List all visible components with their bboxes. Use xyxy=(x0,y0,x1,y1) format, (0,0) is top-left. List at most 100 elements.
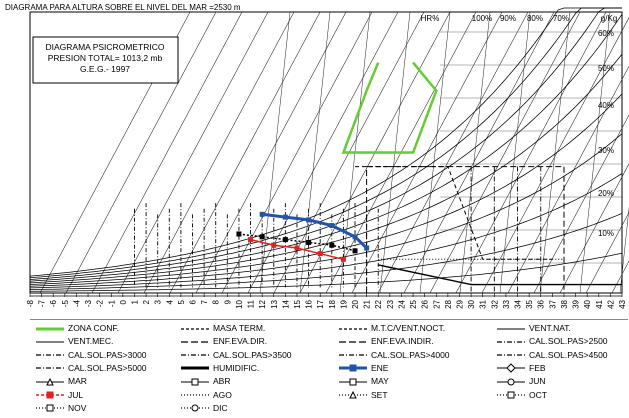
legend-swatch xyxy=(36,404,64,412)
legend-label: ZONA CONF. xyxy=(68,323,120,333)
chart-legend: ZONA CONF. MASA TERM. M.T.C/VENT.NOCT. VENT… xyxy=(30,319,628,417)
top-label: 90% xyxy=(500,14,516,23)
enthalpy-line xyxy=(169,11,321,294)
rh-curve xyxy=(30,252,623,292)
legend-label: VENT.NAT. xyxy=(529,323,571,333)
psychrometric-chart: -8 -7 -6 -5 -4 -3 -2 -1 0 1 2 3 4 5 6 7 8 9 10 11 12 13 14 15 16… xyxy=(26,7,629,309)
x-tick-label: 13 xyxy=(270,299,279,308)
x-tick-label: 3 xyxy=(154,299,163,304)
x-tick-label: 33 xyxy=(502,299,511,308)
x-tick-label: 2 xyxy=(142,299,151,304)
enthalpy-line xyxy=(429,11,581,294)
legend-label: FEB xyxy=(529,362,546,373)
month-line-oct xyxy=(238,233,356,252)
x-tick-label: 26 xyxy=(421,299,430,308)
enthalpy-line xyxy=(221,11,373,294)
legend-label: CAL.SOL.PAS>5000 xyxy=(68,362,147,373)
enthalpy-line xyxy=(611,260,629,294)
x-tick-label: 9 xyxy=(223,299,232,304)
chart-info-box: DIAGRAMA PSICROMETRICO PRESION TOTAL= 10… xyxy=(32,36,179,84)
legend-label: MAR xyxy=(68,376,87,387)
rh-curve xyxy=(29,7,622,277)
legend-swatch xyxy=(339,354,367,356)
x-tick-label: -4 xyxy=(72,299,81,307)
enthalpy-line xyxy=(507,65,629,294)
legend-swatch xyxy=(181,378,209,386)
month-point-oct xyxy=(259,234,265,240)
volume-line xyxy=(459,11,491,294)
rh-curve xyxy=(29,14,623,282)
chart-series xyxy=(134,61,622,293)
x-tick-label: 28 xyxy=(444,299,453,308)
month-point-oct xyxy=(282,237,288,243)
x-tick-label: 40 xyxy=(583,299,592,308)
volume-line xyxy=(539,11,571,294)
x-tick-label: -2 xyxy=(96,299,105,307)
x-axis-ticks: -8 -7 -6 -5 -4 -3 -2 -1 0 1 2 3 4 5 6 7 8 9 10 11 12 13 14 15 16… xyxy=(26,293,627,309)
rh-curve xyxy=(29,7,622,280)
x-tick-label: -5 xyxy=(61,299,70,307)
legend-swatch xyxy=(36,341,64,343)
rh-curves xyxy=(29,7,623,292)
comfort-zone-line xyxy=(341,61,438,154)
month-point-oct xyxy=(236,231,242,237)
legend-swatch xyxy=(339,327,367,330)
x-tick-label: 25 xyxy=(409,299,418,308)
x-tick-label: 41 xyxy=(595,299,604,308)
x-tick-label: 14 xyxy=(281,299,290,308)
legend-label: CAL.SOL.PAS>3000 xyxy=(68,349,147,360)
legend-item: CAL.SOL.PAS>5000 xyxy=(35,363,147,374)
x-tick-label: 34 xyxy=(514,299,523,308)
legend-label: CAL.SOL.PAS>3500 xyxy=(213,349,292,360)
legend-label: HUMIDIFIC. xyxy=(213,362,260,373)
x-tick-label: 42 xyxy=(606,299,615,308)
legend-swatch xyxy=(36,327,64,330)
month-point-oct xyxy=(329,242,335,248)
rh-curve xyxy=(29,53,623,284)
legend-item: NOV xyxy=(35,403,86,414)
legend-label: AGO xyxy=(213,389,232,400)
legend-swatch xyxy=(36,391,64,399)
vent-nat-line xyxy=(378,264,622,286)
x-tick-label: -1 xyxy=(107,299,116,307)
x-tick-label: 21 xyxy=(363,299,372,308)
rh-curve xyxy=(29,173,623,289)
x-tick-label: 16 xyxy=(305,299,314,308)
x-tick-label: 4 xyxy=(165,299,174,304)
rh-curve xyxy=(29,133,623,287)
legend-swatch xyxy=(339,378,367,386)
month-point-oct xyxy=(306,239,312,245)
chart-labels: HR% 100% 90% 80% 70% g/Kg 60% 50% 40% 30% 20% 10% xyxy=(421,14,618,238)
month-point-ene xyxy=(306,217,312,223)
month-point-ene xyxy=(364,245,370,251)
top-label: HR% xyxy=(421,14,440,23)
legend-item: DIC xyxy=(180,403,228,414)
rh-curve-label: 30% xyxy=(598,146,614,155)
volume-line xyxy=(499,11,531,294)
info-box-line-2: PRESION TOTAL= 1013,2 mb xyxy=(48,53,163,63)
legend-item: ABR xyxy=(180,376,230,387)
legend-label: ENE xyxy=(371,362,389,373)
legend-item: HUMIDIFIC. xyxy=(180,363,259,374)
legend-label: JUN xyxy=(529,376,546,387)
legend-item: FEB xyxy=(496,363,546,374)
rh-curve-label: 50% xyxy=(598,64,614,73)
legend-item: VENT.MEC. xyxy=(35,336,113,347)
month-point-jul xyxy=(340,256,346,262)
enthalpy-line xyxy=(195,11,347,294)
x-tick-label: 19 xyxy=(339,299,348,308)
month-point-ene xyxy=(329,223,335,229)
legend-swatch xyxy=(36,367,64,369)
x-tick-label: -7 xyxy=(38,299,47,307)
enthalpy-line xyxy=(117,11,269,294)
enthalpy-line xyxy=(455,11,607,294)
month-point-ene xyxy=(352,234,358,240)
x-tick-label: 24 xyxy=(398,299,407,308)
enthalpy-line xyxy=(585,211,629,294)
x-tick-label: 37 xyxy=(548,299,557,308)
legend-item: CAL.SOL.PAS>4500 xyxy=(496,350,608,361)
legend-swatch xyxy=(181,366,209,370)
rh-curve xyxy=(29,93,623,285)
x-tick-label: 12 xyxy=(258,299,267,308)
legend-item: CAL.SOL.PAS>4000 xyxy=(338,350,450,361)
